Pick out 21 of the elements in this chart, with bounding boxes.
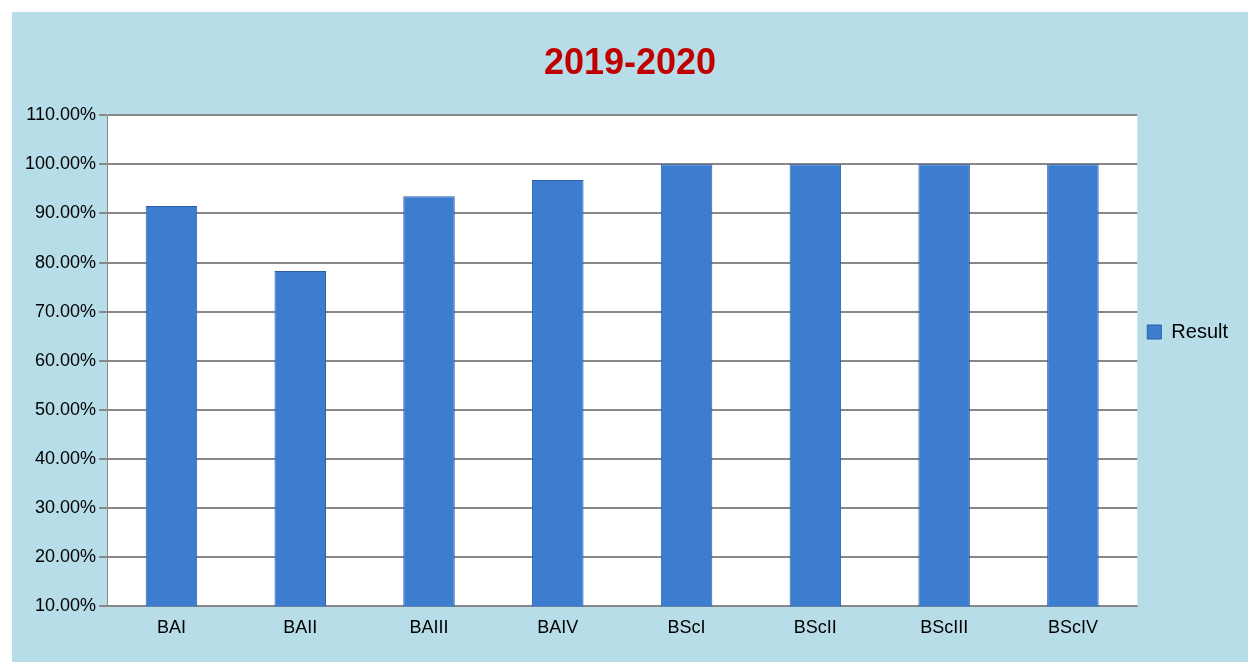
x-tick-label: BScI xyxy=(667,617,706,638)
y-tick-label: 30.00% xyxy=(35,497,97,518)
x-tick-label: BAI xyxy=(156,617,186,638)
x-tick-label: BAIII xyxy=(409,617,449,638)
y-tick-label: 100.00% xyxy=(25,153,97,174)
y-tick-label: 70.00% xyxy=(35,300,97,321)
y-tick-label: 60.00% xyxy=(35,349,97,370)
y-tick-label: 40.00% xyxy=(35,448,97,469)
x-tick-label: BAII xyxy=(283,617,318,638)
y-tick-label: 90.00% xyxy=(35,202,97,223)
chart-title: 2019-2020 xyxy=(543,40,717,82)
legend-label: Result xyxy=(1171,319,1229,342)
x-tick-label: BScIII xyxy=(920,617,969,638)
y-tick-label: 10.00% xyxy=(35,595,97,616)
y-tick-label: 50.00% xyxy=(35,398,97,419)
x-tick-label: BScII xyxy=(793,617,837,638)
x-tick-label: BAIV xyxy=(537,617,579,638)
y-tick-label: 20.00% xyxy=(35,546,97,567)
y-tick-label: 80.00% xyxy=(35,251,97,272)
x-tick-label: BScIV xyxy=(1047,617,1098,638)
y-tick-label: 110.00% xyxy=(26,104,97,125)
